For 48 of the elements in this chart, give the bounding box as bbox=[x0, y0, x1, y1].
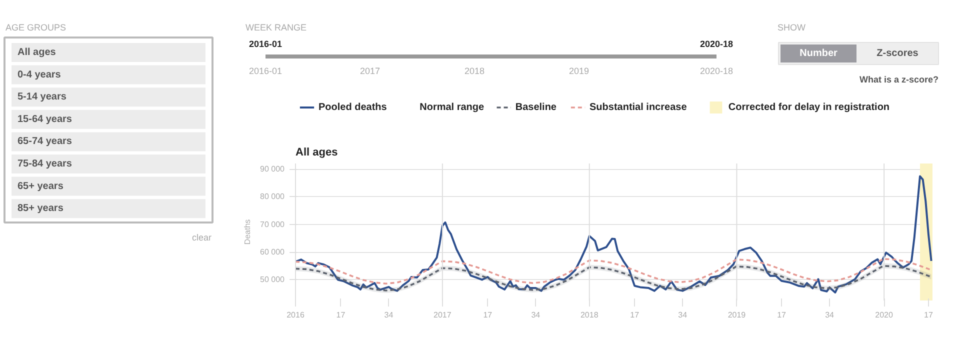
category-label: 15-64 years bbox=[18, 114, 72, 125]
x-tick-label: 2018 bbox=[580, 310, 599, 320]
category-label: 0-4 years bbox=[18, 69, 62, 80]
text: AGE GROUPS bbox=[6, 22, 66, 32]
category-label: 2017 bbox=[360, 66, 380, 76]
text: SHOW bbox=[778, 22, 806, 32]
category-label: 85+ years bbox=[18, 203, 64, 214]
category-label: 2018 bbox=[464, 66, 485, 76]
chart-title: All ages bbox=[296, 146, 338, 158]
x-tick-label: 2017 bbox=[434, 310, 452, 320]
y-tick-label: 60 000 bbox=[260, 248, 286, 257]
text: 2020-18 bbox=[700, 39, 734, 49]
text: What is a z-score? bbox=[859, 74, 939, 84]
text: clear bbox=[192, 232, 212, 242]
legend-label: Substantial increase bbox=[589, 102, 688, 113]
x-tick-label: 2016 bbox=[286, 310, 305, 320]
category-label: Z-scores bbox=[876, 48, 919, 59]
text: Normal range bbox=[420, 102, 485, 113]
x-tick-label: 17 bbox=[924, 310, 934, 320]
text: 2016-01 bbox=[248, 39, 282, 49]
x-tick-label: 17 bbox=[483, 310, 493, 320]
x-tick-label: 34 bbox=[678, 310, 688, 320]
y-tick-label: 50 000 bbox=[260, 275, 286, 284]
category-label: 65-74 years bbox=[18, 136, 72, 148]
y-tick-label: 70 000 bbox=[260, 220, 286, 229]
legend-label: Baseline bbox=[515, 102, 557, 113]
x-tick-label: 17 bbox=[336, 310, 346, 320]
y-tick-label: 90 000 bbox=[260, 164, 286, 174]
y-axis-title: Deaths bbox=[243, 219, 252, 245]
y-tick-label: 80 000 bbox=[260, 192, 286, 202]
legend-label: Pooled deaths bbox=[318, 102, 388, 113]
category-label: 2019 bbox=[568, 66, 590, 76]
category-label: 75-84 years bbox=[18, 158, 72, 170]
text: WEEK RANGE bbox=[246, 22, 307, 32]
x-tick-label: 34 bbox=[531, 310, 541, 320]
x-tick-label: 2019 bbox=[728, 310, 746, 320]
x-tick-label: 34 bbox=[384, 310, 394, 320]
x-tick-label: 2020 bbox=[875, 310, 894, 320]
x-tick-label: 17 bbox=[777, 310, 787, 320]
category-label: 2016-01 bbox=[248, 66, 282, 76]
category-label: Number bbox=[800, 48, 838, 59]
category-label: 65+ years bbox=[18, 180, 64, 192]
category-label: All ages bbox=[18, 47, 56, 58]
category-label: 2020-18 bbox=[700, 66, 734, 76]
legend-label: Corrected for delay in registration bbox=[728, 102, 890, 113]
category-label: 5-14 years bbox=[18, 92, 67, 103]
x-tick-label: 34 bbox=[825, 310, 835, 320]
x-tick-label: 17 bbox=[630, 310, 640, 320]
